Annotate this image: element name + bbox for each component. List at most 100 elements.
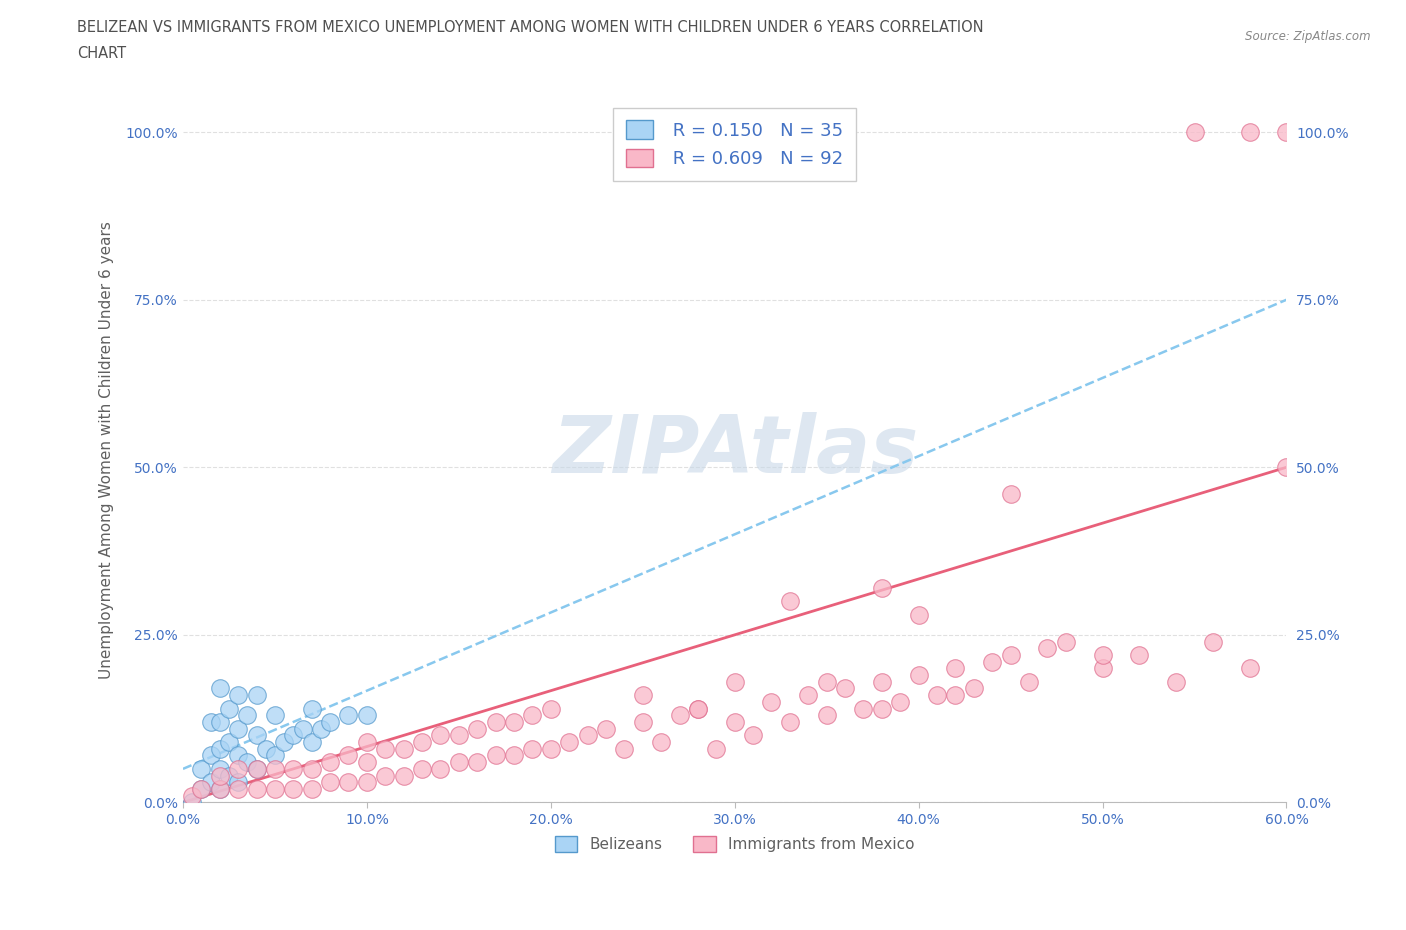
Point: [181, 795, 204, 810]
Point: [273, 735, 295, 750]
Point: [1239, 125, 1261, 140]
Point: [264, 781, 287, 796]
Point: [429, 728, 451, 743]
Point: [704, 741, 727, 756]
Point: [226, 762, 249, 777]
Point: [319, 775, 342, 790]
Point: [254, 741, 277, 756]
Point: [226, 687, 249, 702]
Point: [503, 714, 526, 729]
Point: [218, 735, 240, 750]
Point: [595, 722, 617, 737]
Point: [1275, 125, 1298, 140]
Point: [540, 701, 562, 716]
Point: [540, 741, 562, 756]
Point: [200, 714, 222, 729]
Point: [264, 748, 287, 763]
Point: [485, 748, 508, 763]
Point: [1184, 125, 1206, 140]
Point: [411, 735, 433, 750]
Point: [208, 714, 231, 729]
Point: [1367, 661, 1389, 676]
Point: [558, 735, 581, 750]
Legend: Belizeans, Immigrants from Mexico: Belizeans, Immigrants from Mexico: [548, 830, 921, 858]
Point: [226, 775, 249, 790]
Point: [1128, 647, 1150, 662]
Point: [356, 755, 378, 770]
Point: [852, 701, 875, 716]
Point: [870, 701, 893, 716]
Point: [1166, 674, 1188, 689]
Point: [190, 781, 212, 796]
Point: [218, 768, 240, 783]
Point: [337, 775, 360, 790]
Point: [301, 762, 323, 777]
Point: [907, 668, 929, 683]
Text: CHART: CHART: [77, 46, 127, 61]
Point: [724, 674, 747, 689]
Point: [245, 762, 267, 777]
Point: [1202, 634, 1225, 649]
Point: [1018, 674, 1040, 689]
Point: [981, 654, 1004, 669]
Point: [411, 762, 433, 777]
Point: [218, 701, 240, 716]
Point: [761, 695, 783, 710]
Point: [226, 781, 249, 796]
Point: [815, 708, 838, 723]
Point: [319, 755, 342, 770]
Point: [190, 781, 212, 796]
Text: ZIPAtlas: ZIPAtlas: [551, 412, 918, 489]
Point: [465, 722, 488, 737]
Point: [870, 580, 893, 595]
Point: [283, 781, 305, 796]
Point: [1312, 647, 1334, 662]
Point: [245, 687, 267, 702]
Point: [613, 741, 636, 756]
Point: [779, 714, 801, 729]
Point: [337, 748, 360, 763]
Point: [925, 687, 948, 702]
Point: [631, 714, 654, 729]
Point: [291, 722, 314, 737]
Point: [356, 735, 378, 750]
Text: BELIZEAN VS IMMIGRANTS FROM MEXICO UNEMPLOYMENT AMONG WOMEN WITH CHILDREN UNDER : BELIZEAN VS IMMIGRANTS FROM MEXICO UNEMP…: [77, 20, 984, 35]
Point: [485, 714, 508, 729]
Point: [283, 728, 305, 743]
Point: [668, 708, 690, 723]
Point: [907, 607, 929, 622]
Point: [356, 708, 378, 723]
Point: [465, 755, 488, 770]
Point: [208, 681, 231, 696]
Point: [190, 762, 212, 777]
Point: [779, 594, 801, 609]
Point: [686, 701, 709, 716]
Point: [374, 741, 396, 756]
Point: [200, 748, 222, 763]
Point: [945, 687, 967, 702]
Point: [963, 681, 986, 696]
Point: [1275, 459, 1298, 474]
Y-axis label: Unemployment Among Women with Children Under 6 years: Unemployment Among Women with Children U…: [100, 221, 114, 680]
Point: [1091, 647, 1114, 662]
Point: [283, 762, 305, 777]
Point: [742, 728, 765, 743]
Point: [226, 748, 249, 763]
Point: [208, 781, 231, 796]
Point: [797, 687, 820, 702]
Point: [522, 708, 544, 723]
Point: [392, 741, 415, 756]
Point: [264, 708, 287, 723]
Point: [1239, 661, 1261, 676]
Point: [522, 741, 544, 756]
Point: [447, 755, 470, 770]
Point: [301, 735, 323, 750]
Point: [301, 781, 323, 796]
Point: [650, 735, 672, 750]
Text: Source: ZipAtlas.com: Source: ZipAtlas.com: [1246, 30, 1371, 43]
Point: [392, 768, 415, 783]
Point: [245, 728, 267, 743]
Point: [208, 781, 231, 796]
Point: [236, 755, 259, 770]
Point: [503, 748, 526, 763]
